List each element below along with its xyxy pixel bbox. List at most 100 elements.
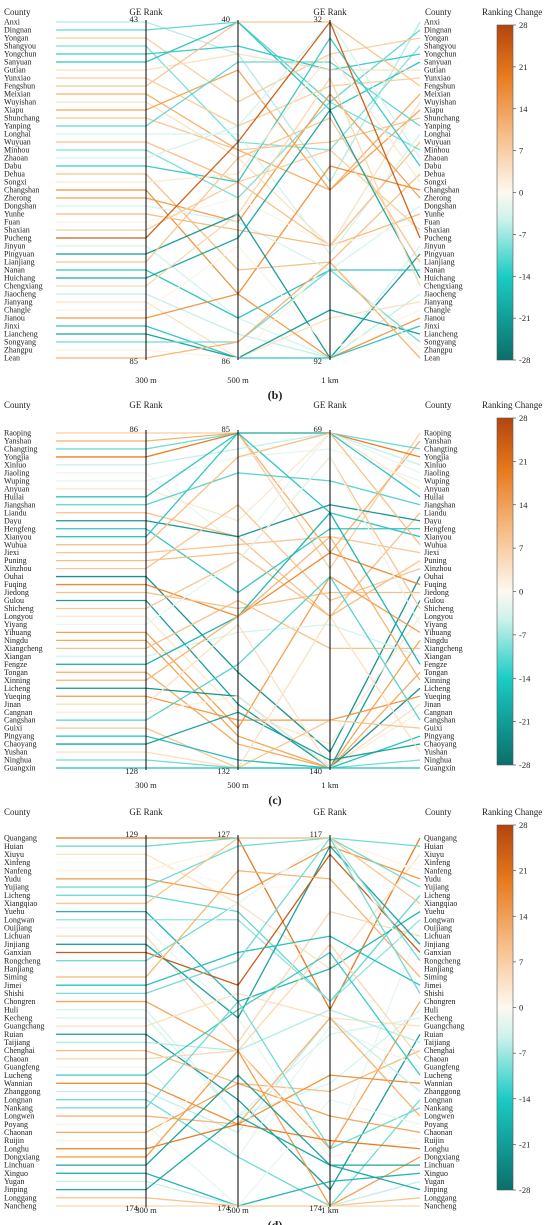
county-label-left: Zhangpu	[4, 346, 32, 355]
rank-bottom-label: 140	[309, 766, 322, 776]
ge-rank-header: GE Rank	[129, 7, 163, 17]
county-label-left: Songxi	[4, 178, 27, 187]
county-label-left: Huli	[4, 1005, 19, 1014]
colorbar-tick-label: -21	[519, 1139, 530, 1149]
county-label-left: Chengxiang	[4, 282, 43, 291]
county-label-left: Guangxin	[4, 764, 36, 773]
county-label-left: Yongan	[4, 34, 29, 43]
county-label-right: Wannian	[424, 1079, 452, 1088]
county-label-right: Chongren	[424, 997, 456, 1006]
county-label-right: Siming	[424, 973, 447, 982]
rank-top-label: 127	[217, 829, 230, 839]
county-label-right: Zhangpu	[424, 346, 452, 355]
county-label-right: Xiapu	[424, 106, 444, 115]
county-label-right: Jiexi	[424, 548, 440, 557]
county-label-right: Longyou	[424, 612, 453, 621]
rank-bottom-label: 174	[309, 1203, 323, 1213]
county-label-right: Shishi	[424, 989, 445, 998]
axis-title: 1 km	[321, 780, 339, 790]
county-label-left: Shunchang	[4, 114, 40, 123]
county-label-right: Fuqing	[424, 580, 447, 589]
county-label-right: Nanfeng	[424, 866, 452, 875]
colorbar-tick-label: -7	[519, 1048, 526, 1058]
ge-rank-header-right: GE Rank	[313, 7, 347, 17]
county-label-right: Taijiang	[424, 1038, 450, 1047]
county-label-left: Jianyang	[4, 298, 32, 307]
county-label-right: Jimei	[424, 981, 442, 990]
county-label-right: Chaonan	[424, 1128, 452, 1137]
county-label-right: Dehua	[424, 170, 445, 179]
axis-title: 500 m	[227, 1205, 249, 1215]
county-label-right: Liancheng	[424, 330, 458, 339]
county-label-left: Xinguo	[4, 1169, 28, 1178]
chart-panel-c: County GE Rank GE Rank County Ranking Change…	[4, 400, 542, 807]
colorbar-tick-label: -28	[519, 760, 530, 770]
rank-bottom-label: 86	[222, 356, 231, 366]
county-label-right: Ganxian	[424, 948, 451, 957]
county-label-left: Fengze	[4, 660, 28, 669]
county-label-left: Ruijin	[4, 1136, 24, 1145]
county-label-right: Guixi	[424, 724, 443, 733]
colorbar	[496, 417, 514, 766]
county-label-left: Yongchun	[4, 50, 37, 59]
county-label-left: Jiedong	[4, 588, 29, 597]
county-label-left: Guangfeng	[4, 1063, 40, 1072]
county-label-left: Jinping	[4, 1185, 28, 1194]
county-label-left: Jiangshan	[4, 500, 36, 509]
county-label-right: Xinluo	[424, 461, 446, 470]
county-label-right: Chaoan	[424, 1054, 448, 1063]
county-label-left: Lucheng	[4, 1071, 32, 1080]
county-label-left: Shicheng	[4, 604, 34, 613]
county-label-left: Wuyishan	[4, 98, 36, 107]
county-label-right: Shaxian	[424, 226, 450, 235]
county-label-left: Longhu	[4, 1144, 29, 1153]
county-label-right: Jiaocheng	[424, 290, 456, 299]
county-label-right: Dayu	[424, 516, 441, 525]
colorbar-tick-label: -21	[519, 313, 530, 323]
county-label-left: Changting	[4, 445, 37, 454]
county-label-left: Fengshun	[4, 82, 35, 91]
county-label-right: Liandu	[424, 508, 447, 517]
county-label-right: Yongan	[424, 34, 449, 43]
county-label-right: Yanping	[424, 122, 451, 131]
county-label-right: Gulou	[424, 596, 444, 605]
county-label-left: Cangshan	[4, 716, 36, 725]
county-label-right: Ruijin	[424, 1136, 444, 1145]
colorbar	[496, 24, 514, 361]
county-label-left: Anyuan	[4, 484, 29, 493]
county-label-right: Pucheng	[424, 234, 452, 243]
chart-panel-d: County GE Rank GE Rank County Ranking Change…	[4, 807, 542, 1225]
colorbar-tick-label: 0	[519, 1003, 523, 1013]
county-label-right: Nankang	[424, 1103, 453, 1112]
county-label-left: Yueqing	[4, 692, 31, 701]
county-label-left: Jiaoling	[4, 468, 29, 477]
county-label-left: Longwan	[4, 915, 34, 924]
county-label-left: Xinfeng	[4, 858, 30, 867]
county-label-right: Songyang	[424, 338, 456, 347]
county-label-left: Yongjia	[4, 453, 29, 462]
county-label-right: Xiangcheng	[424, 644, 463, 653]
county-label-right: Yugan	[424, 1177, 444, 1186]
county-label-right: Xiangqiao	[424, 899, 457, 908]
county-label-right: Longgang	[424, 1193, 456, 1202]
county-label-left: Hengfeng	[4, 524, 36, 533]
county-label-left: Cangnan	[4, 708, 32, 717]
county-label-right: Jinjiang	[424, 940, 449, 949]
county-label-right: Chaoyang	[424, 740, 456, 749]
rank-top-label: 40	[222, 14, 231, 24]
county-label-right: Rongcheng	[424, 956, 460, 965]
colorbar-tick-label: 14	[519, 500, 528, 510]
county-label-right: Lean	[424, 354, 440, 363]
county-label-left: Wuhua	[4, 540, 27, 549]
county-label-left: Gutian	[4, 66, 26, 75]
county-label-right: Jinyun	[424, 242, 445, 251]
county-label-left: Nancheng	[4, 1202, 36, 1211]
county-label-right: Cangnan	[424, 708, 452, 717]
county-label-right: Longwan	[424, 915, 454, 924]
rank-bottom-label: 174	[125, 1203, 139, 1213]
rank-bottom-label: 174	[217, 1203, 231, 1213]
county-label-left: Minhou	[4, 146, 29, 155]
county-label-right: Yihuang	[424, 628, 451, 637]
county-label-right: Tongan	[424, 668, 448, 677]
